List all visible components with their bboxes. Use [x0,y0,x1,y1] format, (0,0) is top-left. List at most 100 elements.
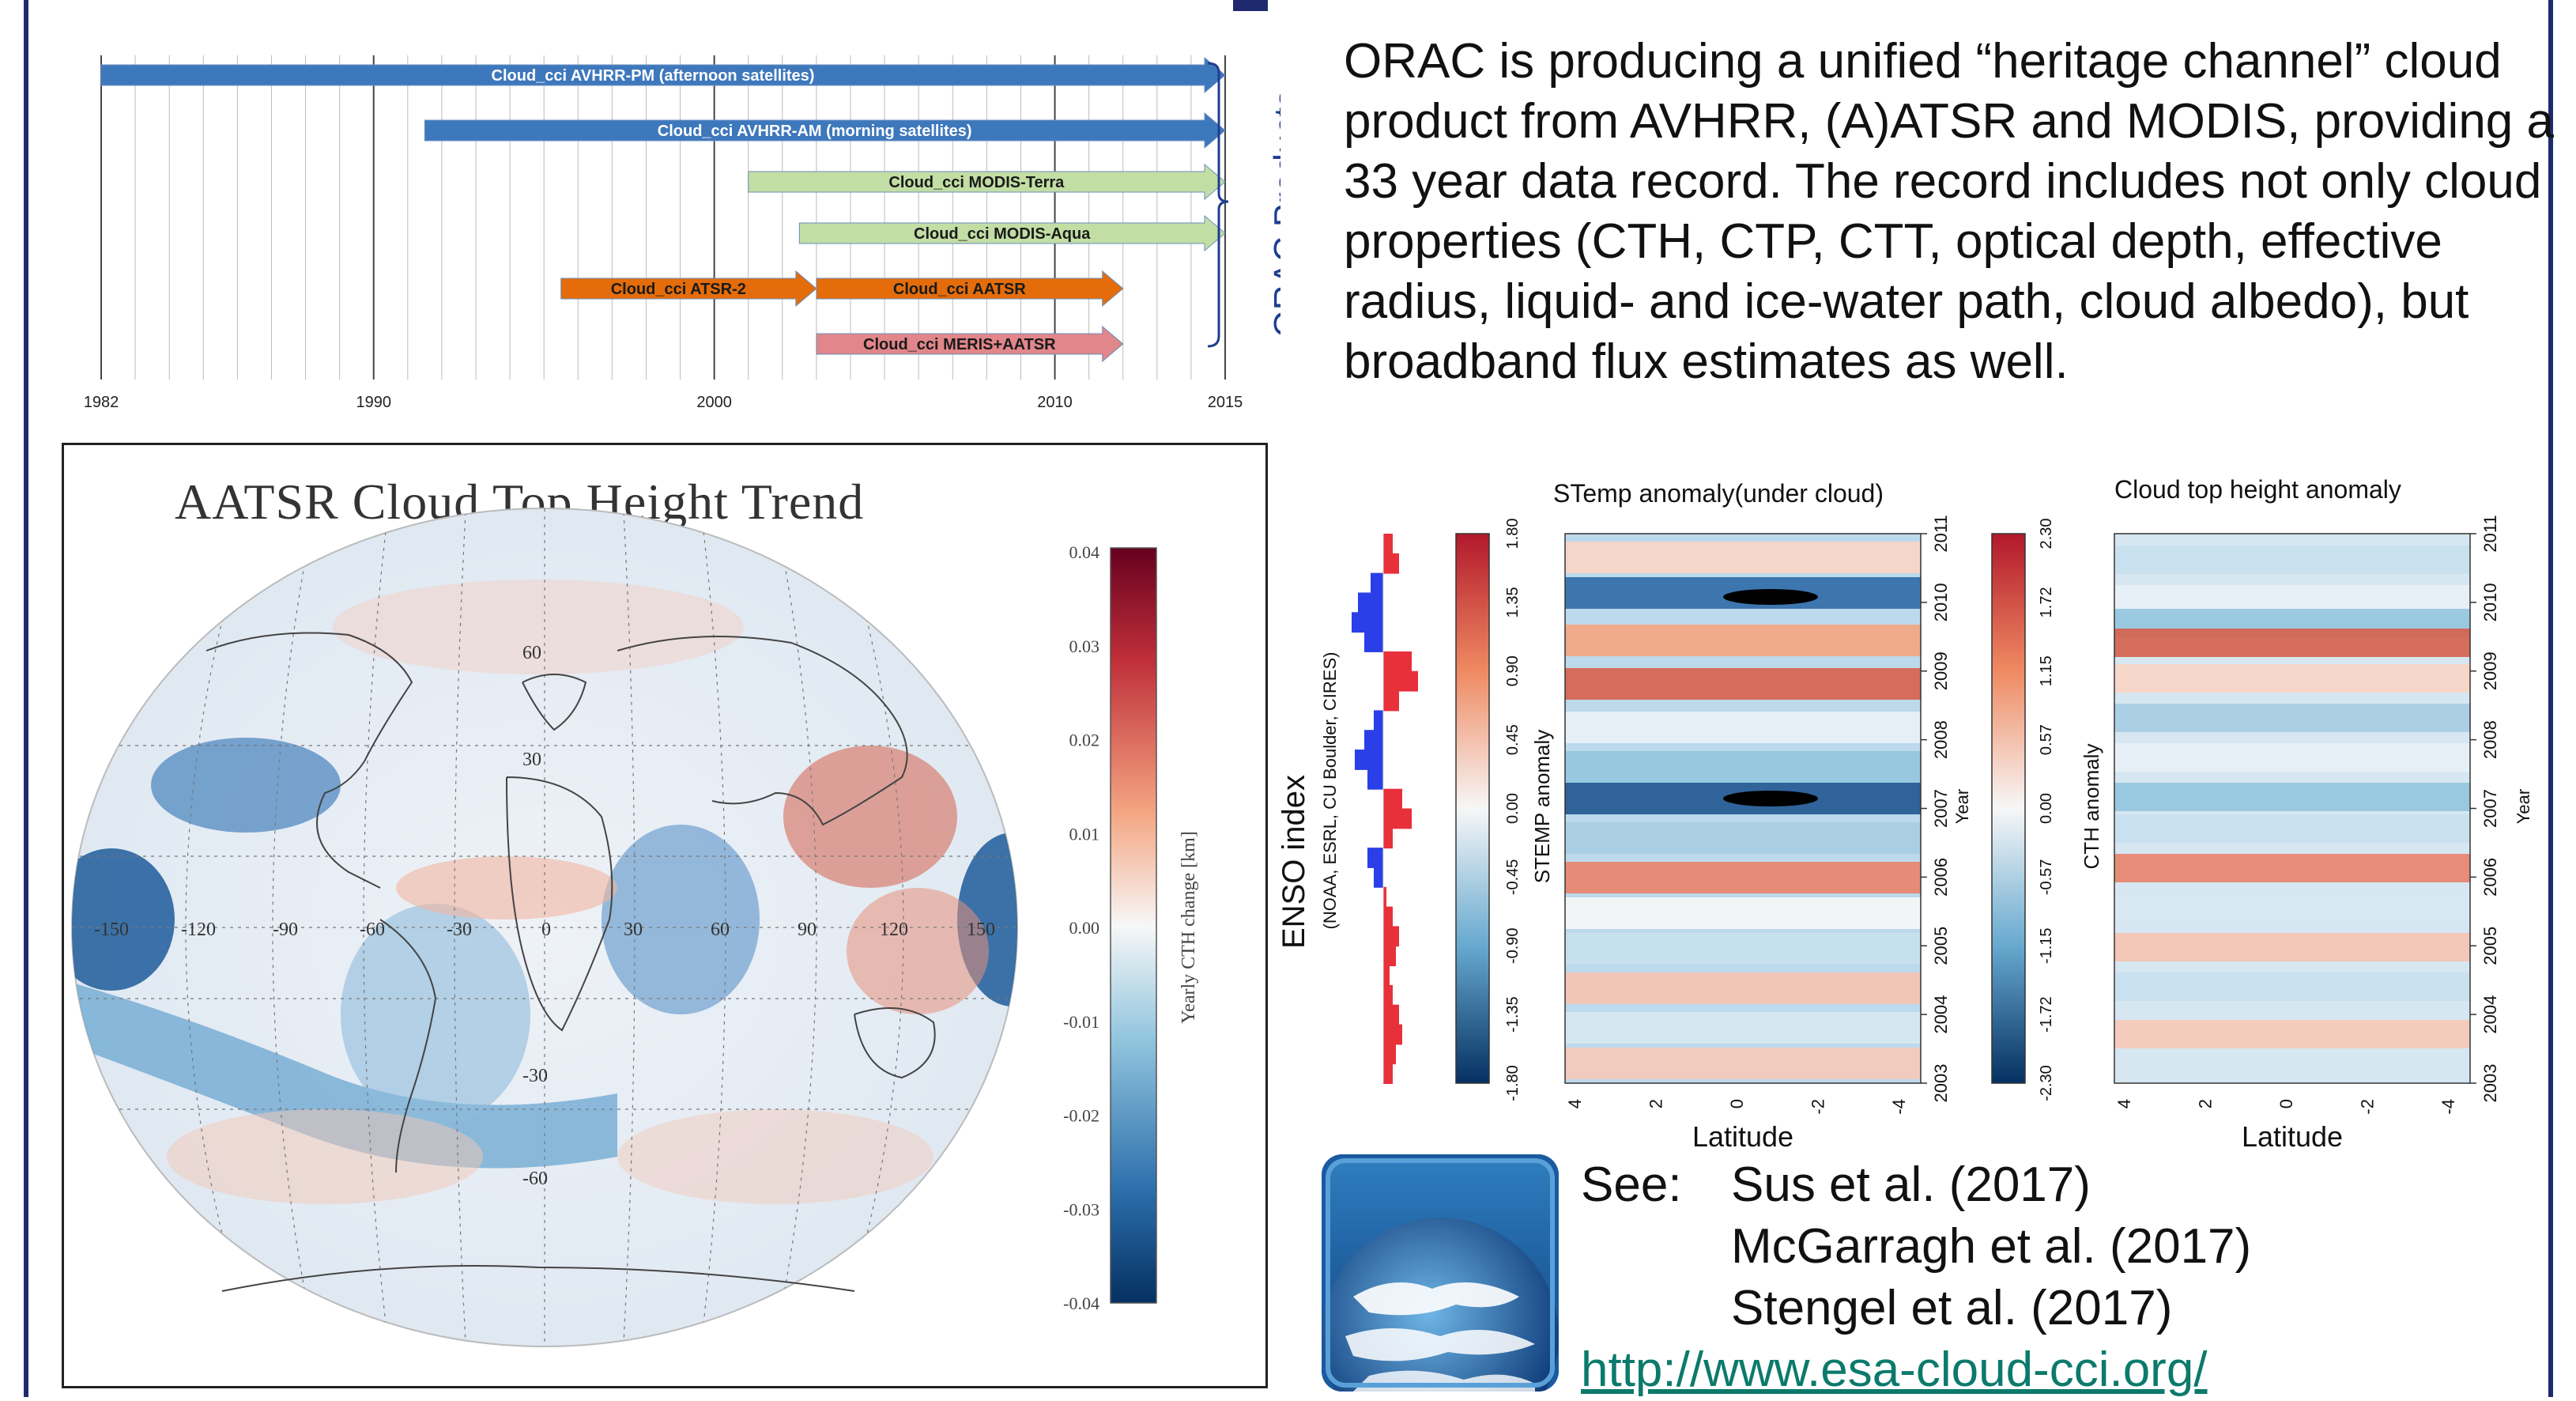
anomaly-band [1565,1048,1921,1079]
colorbar-tick: 0.00 [1504,793,1522,824]
colorbar-tick: -1.15 [2038,927,2055,964]
enso-bar [1383,1004,1399,1025]
longitude-label: -150 [94,920,129,940]
anomaly-band [2114,704,2470,732]
longitude-label: -90 [273,920,298,940]
latitude-label: -60 [522,1169,548,1189]
stemp-field [1564,533,1922,1084]
enso-bar [1383,1063,1393,1084]
stemp-axis-label: STEMP anomaly [1530,730,1554,884]
stemp-xlabel: Latitude [1692,1120,1793,1153]
map-colorbar-ticks: 0.04 0.03 0.02 0.01 0.00 -0.01 -0.02 -0.03 -0.04 [1063,542,1099,1313]
colorbar-tick: 1.80 [1504,519,1522,549]
enso-label: ENSO index [1280,775,1311,949]
anomaly-band [1565,712,1921,743]
timeline-bar-label: Cloud_cci MODIS-Aqua [914,225,1091,243]
map-colorbar [1110,547,1157,1304]
year-label: 2010 [1931,583,1951,621]
reference-row-1: See: Sus et al. (2017) [1581,1154,2251,1216]
longitude-labels: -150 -120 -90 -60 -30 0 30 60 90 120 150 [94,920,995,940]
colorbar-tick: 0.45 [1504,724,1522,755]
stemp-year-label: Year [1952,789,1972,824]
orac-products-label: ORAC Products [1267,90,1280,338]
anomaly-band [1565,1012,1921,1044]
map-colorbar-tick: 0.00 [1069,918,1100,938]
enso-bar [1383,690,1399,712]
longitude-label: 150 [967,920,995,940]
enso-bar [1383,886,1386,908]
timeline-bar: Cloud_cci MODIS-Aqua [798,214,1226,252]
anomaly-band [2114,814,2470,843]
cth-year-ticks: 2011 2010 2009 2008 2007 2006 2005 2004 2003 [2470,515,2500,1102]
timeline-bar-label: Cloud_cci MODIS-Terra [888,174,1065,191]
colorbar-tick: -0.90 [1504,927,1522,964]
enso-bar [1383,906,1393,927]
right-frame-line [2548,0,2553,1397]
map-colorbar-tick: 0.02 [1069,731,1100,750]
enso-bar [1364,730,1383,751]
longitude-label: 90 [798,920,817,940]
longitude-label: 30 [624,920,643,940]
year-label: 2003 [1931,1064,1951,1103]
stemp-title: STemp anomaly(under cloud) [1553,479,1884,508]
colorbar-tick: -2.30 [2038,1065,2055,1101]
timeline-bar-shape [424,111,1226,149]
colorbar-tick: 1.15 [2038,655,2055,686]
map-figure: -150 -120 -90 -60 -30 0 30 60 90 120 150 60 30 -30 -6… [71,508,1199,1347]
anomaly-band [2114,783,2470,811]
timeline-grid [100,55,1226,380]
enso-bar [1383,984,1393,1006]
timeline-year-label: 2015 [1208,394,1243,411]
timeline-bar: Cloud_cci AVHRR-PM (afternoon satellites… [100,56,1226,94]
colorbar-tick: 1.72 [2038,587,2055,617]
latitude-tick: -4 [1889,1099,1909,1115]
anomaly-band [1565,897,1921,929]
timeline-bar: Cloud_cci AATSR [816,270,1124,308]
colorbar-tick: -1.80 [1504,1065,1522,1101]
reference-item: McGarragh et al. (2017) [1731,1219,2252,1274]
latitude-label: 60 [522,643,541,663]
timeline-bar: Cloud_cci ATSR-2 [560,270,817,308]
timeline-bar-shape [798,214,1226,252]
anomaly-band [2114,893,2470,922]
cth-axis-label: CTH anomaly [2080,744,2103,870]
anomaly-band [1565,668,1921,700]
enso-bar [1383,651,1412,672]
year-label: 2008 [2480,720,2500,759]
latitude-tick: 4 [2114,1099,2134,1108]
year-label: 2006 [2480,858,2500,897]
timeline-bar-shape [816,270,1124,308]
latitude-tick: -2 [2358,1099,2378,1115]
map-colorbar-label: Yearly CTH change [km] [1179,831,1199,1024]
timeline-year-label: 2010 [1037,394,1073,411]
latitude-label: -30 [522,1066,548,1086]
year-label: 2007 [2480,789,2500,828]
colorbar-tick: -1.35 [1504,996,1522,1033]
anomaly-band [2114,743,2470,772]
year-label: 2007 [1931,789,1951,828]
year-label: 2004 [2480,995,2500,1034]
timeline-bar-label: Cloud_cci AVHRR-PM (afternoon satellites… [492,67,815,85]
latitude-tick: 4 [1565,1099,1585,1108]
references: See: Sus et al. (2017) McGarragh et al. … [1581,1154,2251,1401]
cth-colorbar-ticks: 2.30 1.72 1.15 0.57 0.00 -0.57 -1.15 -1.72 -2.30 [2038,519,2055,1101]
enso-bar [1358,592,1383,614]
enso-bar [1374,867,1383,888]
latitude-tick: 2 [1646,1099,1666,1108]
timeline-year-label: 1990 [356,394,391,411]
title-fragment [1233,0,1268,11]
timeline-bar: Cloud_cci MODIS-Terra [748,163,1226,201]
anomaly-extreme [1723,791,1818,806]
longitude-label: -30 [447,920,472,940]
stemp-year-ticks: 2011 2010 2009 2008 2007 2006 2005 2004 2003 [1921,515,1951,1102]
anomaly-band [2114,854,2470,882]
timeline-bar-shape [748,163,1226,201]
colorbar-tick: -0.45 [1504,859,1522,896]
esa-cloud-cci-link[interactable]: http://www.esa-cloud-cci.org/ [1581,1342,2208,1397]
anomaly-band [2114,933,2470,961]
esa-cloud-cci-logo [1322,1154,1559,1392]
stemp-colorbar [1455,533,1490,1084]
latitude-labels: 60 30 -30 -60 [522,643,548,1189]
anomaly-band [1565,972,1921,1004]
colorbar-tick: 0.57 [2038,724,2055,755]
